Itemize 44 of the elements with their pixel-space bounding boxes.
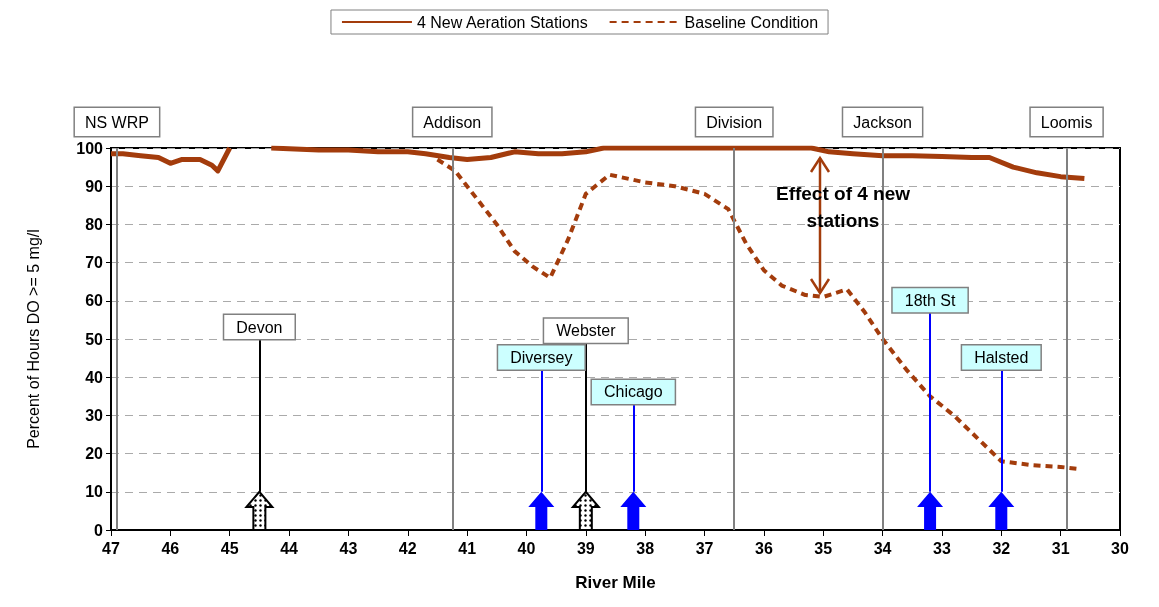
x-tick-label: 46 bbox=[161, 539, 180, 557]
ref-line-label: Division bbox=[706, 113, 763, 131]
x-tick-label: 36 bbox=[754, 539, 773, 557]
ref-line-label: Diversey bbox=[510, 349, 573, 367]
x-tick-label: 38 bbox=[636, 539, 655, 557]
x-tick-label: 45 bbox=[220, 539, 239, 557]
y-tick-label: 80 bbox=[85, 215, 104, 233]
x-tick-label: 43 bbox=[339, 539, 358, 557]
y-tick-label: 60 bbox=[85, 292, 104, 310]
y-tick-label: 20 bbox=[85, 445, 104, 463]
y-tick-label: 0 bbox=[94, 521, 104, 539]
y-tick-label: 100 bbox=[76, 139, 104, 157]
y-tick-label: 70 bbox=[85, 254, 104, 272]
ref-line-label: Jackson bbox=[853, 113, 912, 131]
ref-line-label: Halsted bbox=[974, 349, 1029, 367]
x-tick-label: 31 bbox=[1051, 539, 1070, 557]
ref-line-label: Webster bbox=[556, 322, 617, 340]
x-tick-label: 37 bbox=[695, 539, 714, 557]
x-tick-label: 39 bbox=[576, 539, 595, 557]
y-tick-label: 90 bbox=[85, 177, 104, 195]
legend-label: Baseline Condition bbox=[684, 13, 819, 31]
ref-line-label: NS WRP bbox=[84, 113, 149, 131]
ref-line-label: Loomis bbox=[1040, 113, 1093, 131]
y-axis-title: Percent of Hours DO >= 5 mg/l bbox=[24, 229, 42, 449]
x-tick-label: 42 bbox=[398, 539, 417, 557]
x-tick-label: 44 bbox=[280, 539, 299, 557]
ref-line-label: Addison bbox=[423, 113, 482, 131]
x-axis-title: River Mile bbox=[575, 573, 656, 592]
x-tick-label: 41 bbox=[458, 539, 477, 557]
ref-line-label: Devon bbox=[236, 318, 283, 336]
y-tick-label: 10 bbox=[85, 483, 104, 501]
legend-label: 4 New Aeration Stations bbox=[416, 13, 588, 31]
x-tick-label: 34 bbox=[873, 539, 892, 557]
x-tick-label: 47 bbox=[102, 539, 120, 557]
x-tick-label: 30 bbox=[1111, 539, 1129, 557]
y-tick-label: 30 bbox=[85, 406, 104, 424]
y-tick-label: 40 bbox=[85, 368, 104, 386]
x-tick-label: 35 bbox=[814, 539, 833, 557]
ref-line-label: Chicago bbox=[603, 383, 663, 401]
ref-line-label: 18th St bbox=[904, 291, 956, 309]
y-tick-label: 50 bbox=[85, 330, 104, 348]
x-tick-label: 33 bbox=[933, 539, 951, 557]
x-tick-label: 40 bbox=[517, 539, 536, 557]
x-tick-label: 32 bbox=[992, 539, 1011, 557]
